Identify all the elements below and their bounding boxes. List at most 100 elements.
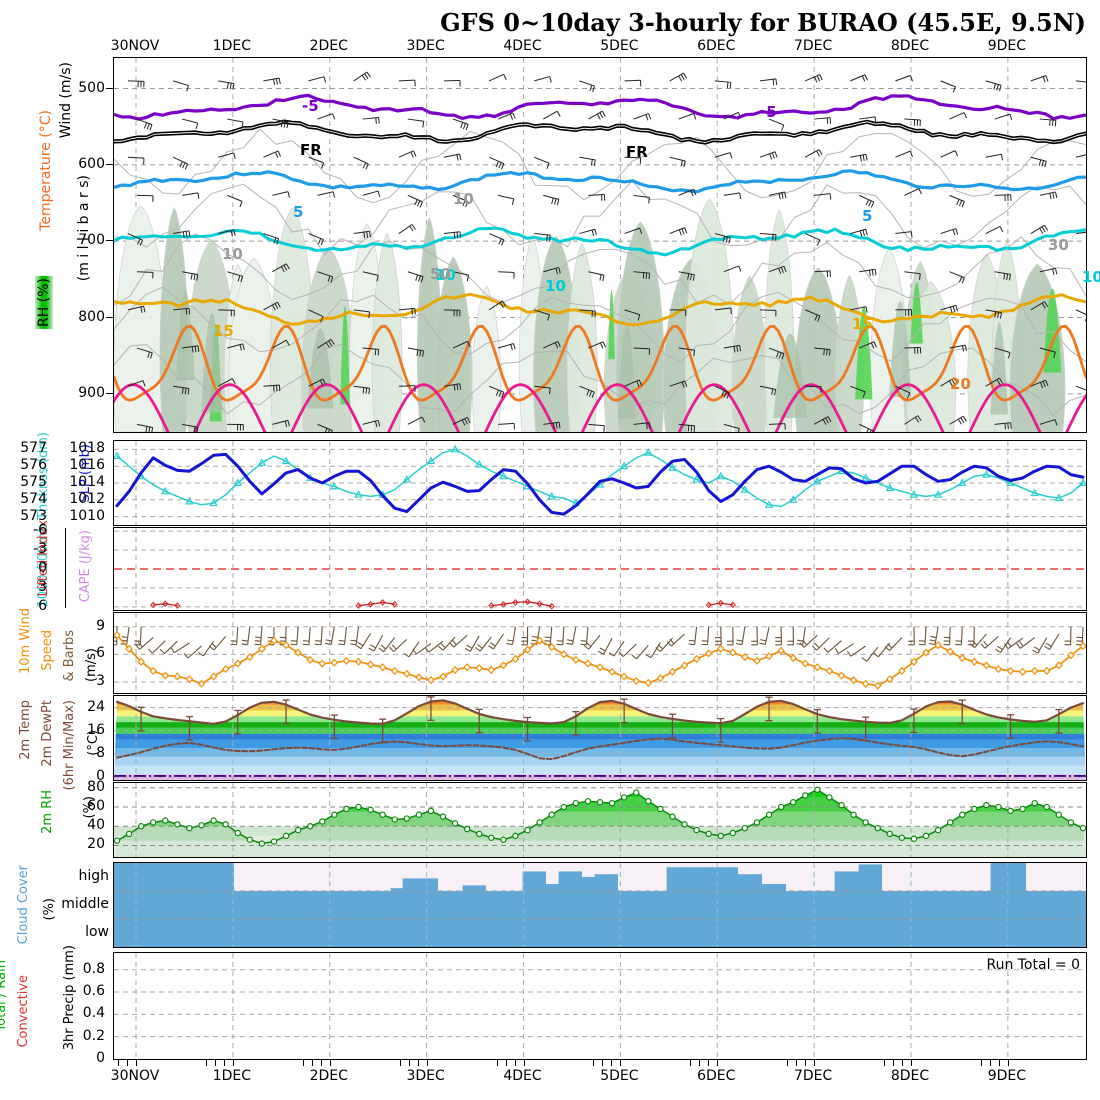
hour-tick [223,1060,225,1066]
date-label-top: 4DEC [503,38,542,54]
contour-label: 5 [293,203,304,221]
hour-tick [805,1060,807,1066]
contour-label: 10 [453,190,474,208]
contour-label: 15 [852,315,873,333]
hour-tick [787,1060,789,1066]
axis-label-cape: CAPE (J/kg) [78,530,93,603]
axis-tick: 16 [87,721,105,738]
hour-tick [611,1060,613,1066]
axis-tick: 500 [78,79,105,96]
hour-tick [408,1060,410,1066]
axis-tick: 0.6 [82,983,105,1000]
hour-tick [320,1060,322,1066]
axis-tick: 0 [96,768,105,785]
axis-tick: 20 [87,836,105,853]
hour-tick [523,1060,525,1066]
hour-tick [399,1060,401,1066]
tick-mark [106,316,113,318]
page-title: GFS 0~10day 3-hourly for BURAO (45.5E, 9… [440,8,1086,37]
hour-tick [911,1060,912,1066]
panel-slp-thickness [113,440,1087,526]
axis-tick: 9 [96,617,105,634]
panel-cloud-cover [113,862,1087,948]
panel-temp-2m [113,695,1087,781]
contour-label: 10 [545,277,566,295]
axis-tick: 1018 [69,440,105,457]
axis-tick: 60 [87,798,105,815]
contour-label: 10 [222,245,243,263]
contour-label: FR [300,141,322,159]
axis-tick: 577 [20,440,47,457]
date-label-bottom: 1DEC [212,1068,252,1084]
axis-tick: -6 [33,522,47,539]
contour-label: 10 [435,266,456,284]
cloud-level-label: high [78,868,109,884]
axis-label-temp2m: 2m Temp [18,700,33,760]
date-label-top: 1DEC [212,38,252,54]
hour-tick [329,1060,331,1066]
hour-tick [893,1060,894,1066]
axis-tick: 40 [87,817,105,834]
date-label-top: 6DEC [697,38,736,54]
hour-tick [902,1060,903,1066]
panel-precip: Run Total = 0 [113,952,1087,1060]
axis-tick: 800 [78,308,105,325]
axis-label-precip-conv: Convective [16,975,31,1048]
axis-tick: 3 [38,578,47,595]
contour-label: 50 [430,265,451,283]
hour-tick [505,1060,507,1066]
date-label-top: 30NOV [110,38,160,54]
axis-tick: 900 [78,384,105,401]
date-label-bottom: 30NOV [110,1068,160,1084]
hour-tick [232,1060,234,1066]
axis-tick: 8 [96,744,105,761]
axis-tick: -3 [33,541,47,558]
date-label-bottom: 6DEC [697,1068,736,1084]
cloud-level-label: low [85,924,109,940]
axis-tick: 700 [78,232,105,249]
hour-tick [708,1060,710,1066]
tick-mark [106,163,113,165]
tick-mark [106,392,113,394]
hour-tick [884,1060,885,1066]
hour-tick [699,1060,701,1066]
axis-tick: 0 [38,560,47,576]
hour-tick [980,1060,982,1066]
axis-tick: 1014 [69,474,105,490]
hour-tick [796,1060,798,1066]
tick-mark [106,87,113,89]
axis-tick: 575 [20,474,47,490]
contour-label: 10 [1082,268,1100,286]
hour-tick [136,1060,137,1066]
hour-tick [205,1060,207,1066]
axis-label-wind10m: 10m Wind [18,608,33,674]
panel-wind-10m [113,612,1087,694]
axis-tick: 6 [96,645,105,662]
cloud-level-label: middle [61,896,109,912]
panel-lifted-index [113,527,1087,611]
date-label-bottom: 9DEC [987,1068,1027,1084]
hour-tick [620,1060,622,1066]
axis-tick: 80 [87,778,105,795]
hour-tick [417,1060,419,1066]
contour-label: 20 [950,375,971,393]
hour-tick [602,1060,604,1066]
axis-tick: 0.8 [82,960,105,977]
date-label-bottom: 4DEC [503,1068,542,1084]
axis-tick: 0.2 [82,1027,105,1044]
contour-label: -5 [760,103,777,121]
hour-tick [426,1060,428,1066]
hour-tick [998,1060,1000,1066]
axis-tick: 1012 [69,490,105,507]
panel-upper-air [113,57,1087,433]
axis-tick: 24 [87,698,105,715]
axis-tick: 600 [78,155,105,172]
date-label-bottom: 3DEC [406,1068,445,1084]
date-label-top: 7DEC [793,38,833,54]
contour-label: FR [626,143,648,161]
contour-label: 30 [1048,236,1069,254]
date-label-bottom: 7DEC [793,1068,833,1084]
date-label-top: 9DEC [987,38,1027,54]
axis-label-precip-total: Total / Rain [0,960,9,1032]
hour-tick [118,1060,119,1066]
